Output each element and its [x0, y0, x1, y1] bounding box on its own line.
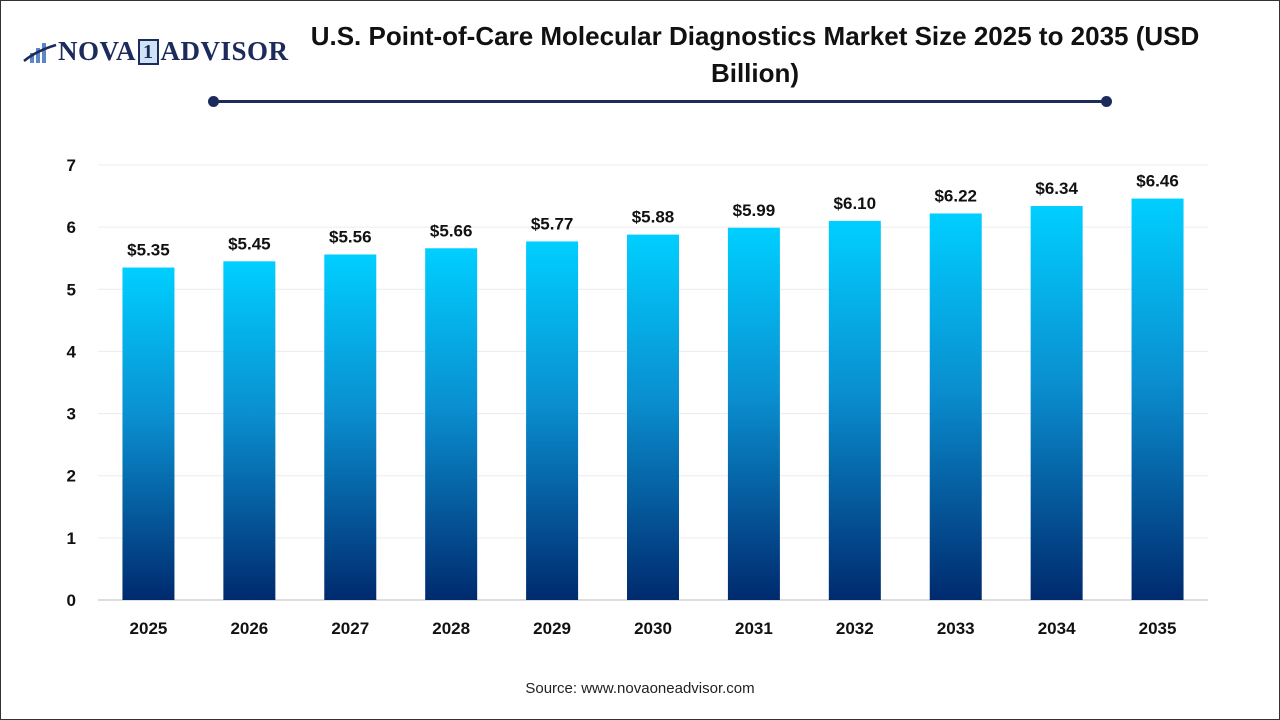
bar-2027 [324, 254, 377, 600]
data-label: $5.45 [228, 234, 271, 253]
x-tick-label: 2034 [1038, 619, 1076, 638]
y-tick-label: 5 [67, 280, 76, 299]
x-tick-label: 2026 [230, 619, 268, 638]
title-divider [213, 100, 1107, 103]
logo: NOVA 1 ADVISOR [22, 36, 289, 67]
y-tick-label: 2 [67, 467, 76, 486]
x-tick-label: 2032 [836, 619, 874, 638]
y-tick-label: 7 [67, 156, 76, 175]
data-label: $6.10 [834, 194, 877, 213]
bar-2028 [425, 248, 478, 600]
data-label: $6.34 [1035, 179, 1078, 198]
data-label: $5.88 [632, 208, 675, 227]
y-tick-label: 4 [67, 342, 77, 361]
bar-2029 [526, 241, 579, 600]
x-tick-label: 2035 [1139, 619, 1177, 638]
chart-title: U.S. Point-of-Care Molecular Diagnostics… [310, 21, 1200, 88]
data-label: $5.99 [733, 201, 776, 220]
data-label: $5.77 [531, 214, 574, 233]
divider-dot-right [1101, 96, 1112, 107]
logo-bars-icon [23, 42, 57, 63]
data-label: $5.66 [430, 221, 473, 240]
x-tick-label: 2029 [533, 619, 571, 638]
y-tick-label: 1 [67, 529, 76, 548]
x-tick-label: 2028 [432, 619, 470, 638]
data-label: $5.35 [127, 241, 170, 260]
x-tick-label: 2031 [735, 619, 773, 638]
logo-text-left: NOVA [58, 36, 137, 66]
bar-2032 [828, 220, 881, 600]
bar-2025 [122, 267, 175, 600]
data-label: $6.46 [1136, 172, 1179, 191]
x-tick-label: 2025 [130, 619, 168, 638]
logo-mark: 1 [138, 38, 159, 65]
bar-2026 [223, 261, 276, 600]
logo-text-right: ADVISOR [160, 36, 289, 66]
bar-2030 [627, 234, 679, 600]
divider-dot-left [208, 96, 219, 107]
y-tick-label: 0 [67, 591, 76, 610]
bar-2031 [727, 227, 780, 600]
x-tick-label: 2027 [331, 619, 369, 638]
y-tick-label: 3 [67, 405, 76, 424]
x-tick-label: 2033 [937, 619, 975, 638]
source-note: Source: www.novaoneadvisor.com [525, 680, 755, 697]
bar-2035 [1131, 198, 1184, 601]
y-tick-label: 6 [67, 218, 76, 237]
data-label: $5.56 [329, 227, 372, 246]
data-label: $6.22 [934, 186, 977, 205]
x-tick-label: 2030 [634, 619, 672, 638]
bar-2033 [929, 213, 982, 600]
bar-2034 [1030, 206, 1083, 600]
